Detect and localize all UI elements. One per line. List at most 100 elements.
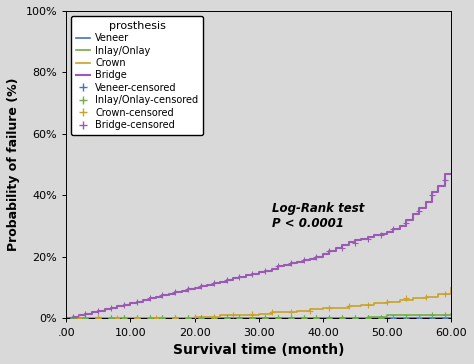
Veneer-censored: [351, 316, 359, 321]
Inlay/Onlay-censored: [326, 316, 333, 321]
X-axis label: Survival time (month): Survival time (month): [173, 343, 345, 357]
Crown: [410, 296, 416, 301]
Veneer-censored: [261, 316, 269, 321]
Veneer-censored: [441, 316, 448, 321]
Veneer-censored: [120, 316, 128, 321]
Inlay/Onlay: [198, 316, 204, 321]
Bridge-censored: [364, 236, 372, 241]
Inlay/Onlay-censored: [274, 316, 282, 321]
Inlay/Onlay-censored: [197, 316, 205, 321]
Crown-censored: [210, 314, 218, 320]
Inlay/Onlay-censored: [210, 316, 218, 321]
Bridge-censored: [210, 280, 218, 286]
Inlay/Onlay: [140, 316, 146, 321]
Inlay/Onlay: [397, 313, 403, 317]
Inlay/Onlay-censored: [415, 314, 423, 320]
Crown: [64, 316, 69, 321]
Crown-censored: [229, 312, 237, 318]
Inlay/Onlay-censored: [82, 316, 89, 321]
Veneer-censored: [364, 316, 372, 321]
Crown: [204, 315, 210, 319]
Crown: [140, 316, 146, 321]
Bridge-censored: [236, 274, 243, 280]
Inlay/Onlay-censored: [184, 316, 192, 321]
Line: Crown: Crown: [66, 288, 451, 318]
Bridge: [140, 298, 146, 302]
Crown: [166, 316, 172, 321]
Bridge-censored: [159, 293, 166, 298]
Bridge-censored: [223, 277, 230, 283]
Crown-censored: [172, 316, 179, 321]
Crown-censored: [152, 316, 160, 321]
Crown-censored: [364, 302, 372, 308]
Legend: Veneer, Inlay/Onlay, Crown, Bridge, Veneer-censored, Inlay/Onlay-censored, Crown: Veneer, Inlay/Onlay, Crown, Bridge, Vene…: [71, 16, 203, 135]
Inlay/Onlay-censored: [261, 316, 269, 321]
Line: Bridge: Bridge: [66, 174, 451, 318]
Inlay/Onlay-censored: [120, 316, 128, 321]
Crown: [346, 304, 351, 308]
Inlay/Onlay-censored: [428, 312, 436, 318]
Crown: [320, 305, 326, 310]
Crown: [294, 309, 300, 313]
Crown-censored: [191, 314, 198, 320]
Bridge-censored: [94, 308, 102, 314]
Veneer-censored: [390, 316, 397, 321]
Veneer-censored: [402, 316, 410, 321]
Veneer-censored: [197, 316, 205, 321]
Bridge: [64, 316, 69, 321]
Crown-censored: [383, 298, 391, 304]
Crown: [384, 299, 390, 304]
Crown-censored: [326, 305, 333, 310]
Inlay/Onlay-censored: [351, 316, 359, 321]
Veneer: [448, 316, 454, 321]
Veneer-censored: [338, 316, 346, 321]
Bridge-censored: [377, 233, 384, 238]
Inlay/Onlay-censored: [133, 316, 141, 321]
Veneer-censored: [184, 316, 192, 321]
Veneer-censored: [377, 316, 384, 321]
Veneer-censored: [172, 316, 179, 321]
Veneer-censored: [313, 316, 320, 321]
Crown: [243, 313, 249, 317]
Line: Inlay/Onlay: Inlay/Onlay: [66, 314, 451, 318]
Bridge-censored: [415, 208, 423, 214]
Bridge-censored: [261, 268, 269, 274]
Veneer-censored: [146, 316, 154, 321]
Crown: [230, 313, 236, 317]
Crown: [436, 292, 441, 296]
Inlay/Onlay: [294, 316, 300, 321]
Veneer-censored: [236, 316, 243, 321]
Bridge-censored: [172, 289, 179, 295]
Veneer: [269, 316, 274, 321]
Crown: [89, 316, 95, 321]
Veneer-censored: [133, 316, 141, 321]
Veneer-censored: [94, 316, 102, 321]
Veneer-censored: [69, 316, 76, 321]
Crown-censored: [306, 308, 314, 314]
Veneer-censored: [300, 316, 308, 321]
Inlay/Onlay-censored: [300, 316, 308, 321]
Bridge-censored: [133, 298, 141, 304]
Veneer: [140, 316, 146, 321]
Bridge-censored: [107, 305, 115, 310]
Inlay/Onlay-censored: [338, 316, 346, 321]
Inlay/Onlay-censored: [159, 316, 166, 321]
Veneer-censored: [415, 316, 423, 321]
Bridge-censored: [69, 314, 76, 320]
Inlay/Onlay-censored: [402, 314, 410, 320]
Bridge-censored: [338, 245, 346, 251]
Veneer: [294, 316, 300, 321]
Crown: [76, 316, 82, 321]
Crown: [218, 313, 223, 317]
Crown-censored: [422, 294, 429, 300]
Crown-censored: [268, 309, 275, 315]
Inlay/Onlay-censored: [441, 312, 448, 318]
Crown-censored: [345, 303, 352, 309]
Inlay/Onlay-censored: [248, 316, 256, 321]
Veneer: [198, 316, 204, 321]
Bridge-censored: [82, 311, 89, 317]
Bridge: [448, 172, 454, 176]
Veneer-censored: [223, 316, 230, 321]
Crown: [115, 316, 120, 321]
Crown: [397, 298, 403, 302]
